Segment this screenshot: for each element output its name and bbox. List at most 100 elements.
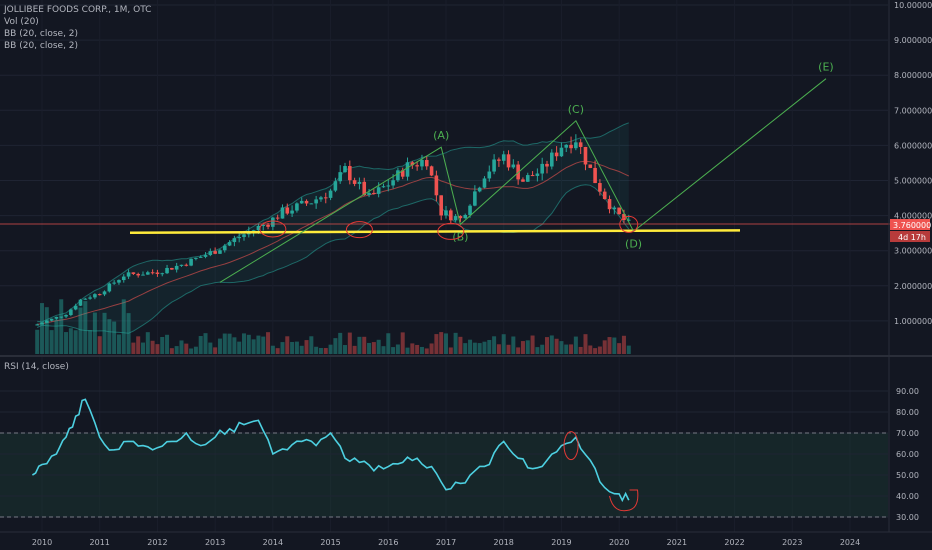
price-axis[interactable]: 1.000000 2.000000 3.000000 4.000000 5.000000… — [894, 1, 932, 326]
candle-body — [525, 175, 530, 182]
annotation-circle[interactable] — [259, 220, 287, 238]
candle-body — [449, 210, 453, 221]
candle-body — [256, 225, 261, 231]
legend-bb-2[interactable]: BB (20, close, 2) — [4, 41, 79, 51]
candle-body — [146, 272, 150, 275]
volume-bar — [256, 335, 261, 354]
candle-body — [189, 258, 193, 266]
annotation-circle[interactable] — [619, 215, 639, 233]
volume-bar — [391, 347, 396, 354]
candle-body — [420, 160, 424, 167]
candle-body — [155, 272, 160, 274]
candle-body — [170, 267, 174, 270]
annotation-circle[interactable] — [345, 221, 373, 239]
legend-bb-1[interactable]: BB (20, close, 2) — [4, 29, 79, 39]
candle-body — [415, 165, 419, 167]
volume-bar — [92, 312, 97, 354]
volume-bar — [520, 341, 525, 354]
rsi-annotation-circle[interactable] — [563, 431, 579, 461]
candle-body — [348, 166, 352, 181]
candle-body — [357, 181, 362, 184]
candle-body — [174, 265, 179, 270]
candle-body — [299, 200, 304, 204]
candle-body — [59, 316, 64, 318]
candle-body — [535, 173, 540, 176]
rsi-annotation-circle[interactable] — [609, 489, 639, 512]
rsi-axis[interactable]: 30.00 40.00 50.00 60.00 70.00 80.00 90.00 — [896, 387, 919, 522]
candle-body — [251, 230, 256, 232]
volume-bar — [525, 340, 530, 354]
time-tick-label: 2021 — [667, 538, 687, 547]
price-tick-label: 10.000000 — [894, 1, 932, 10]
candle-body — [290, 210, 294, 214]
price-tick-label: 5.000000 — [894, 177, 932, 186]
volume-bar — [444, 333, 448, 354]
annotation-circle[interactable] — [437, 222, 465, 240]
legend-rsi[interactable]: RSI (14, close) — [4, 362, 69, 372]
legend-volume[interactable]: Vol (20) — [4, 17, 39, 27]
candle-body — [463, 214, 468, 219]
elliott-wave-label: (D) — [625, 237, 642, 250]
rsi-annotation-circles[interactable] — [563, 431, 639, 512]
volume-bar — [492, 336, 497, 354]
volume-bar — [314, 346, 319, 354]
volume-bar — [189, 348, 194, 354]
price-tick-label: 9.000000 — [894, 36, 932, 45]
volume-bar — [112, 321, 117, 354]
candle-body — [218, 250, 222, 254]
candle-body — [271, 217, 275, 227]
volume-bar — [136, 336, 141, 354]
volume-bars — [35, 299, 631, 354]
candle-body — [362, 181, 367, 195]
candle-body — [275, 217, 280, 219]
candle-body — [64, 314, 68, 317]
volume-bar — [362, 336, 367, 354]
candle-body — [222, 245, 227, 251]
volume-bar — [179, 340, 184, 354]
support-trendline[interactable] — [129, 229, 741, 235]
candle-body — [473, 191, 477, 206]
volume-bar — [88, 330, 93, 354]
time-tick-label: 2015 — [320, 538, 340, 547]
rsi-tick-label: 40.00 — [896, 492, 919, 501]
candle-body — [453, 216, 458, 221]
volume-bar — [597, 346, 602, 354]
volume-bar — [371, 342, 376, 354]
volume-bar — [323, 348, 328, 354]
candle-body — [179, 264, 184, 266]
candle-body — [400, 170, 405, 177]
volume-bar — [429, 343, 434, 354]
volume-bar — [463, 343, 468, 354]
volume-bar — [184, 343, 189, 354]
time-tick-label: 2020 — [609, 538, 629, 547]
candle-body — [198, 256, 203, 258]
volume-bar — [116, 334, 121, 354]
candle-body — [343, 166, 347, 173]
candle-body — [386, 185, 391, 187]
volume-bar — [516, 347, 521, 354]
elliott-wave-label: (C) — [568, 103, 584, 116]
volume-bar — [270, 345, 275, 354]
volume-bar — [102, 312, 107, 354]
candle-body — [97, 294, 102, 296]
time-tick-label: 2017 — [436, 538, 456, 547]
volume-bar — [511, 336, 516, 354]
volume-bar — [261, 336, 266, 354]
volume-bar — [290, 341, 295, 354]
candle-body — [150, 272, 155, 274]
volume-bar — [501, 334, 506, 354]
volume-bar — [193, 346, 198, 354]
elliott-wave-path[interactable] — [219, 78, 827, 283]
volume-bar — [242, 333, 246, 354]
candle-body — [73, 305, 78, 310]
annotation-circles[interactable] — [259, 215, 639, 240]
legend-symbol[interactable]: JOLLIBEE FOODS CORP., 1M, OTC — [4, 5, 152, 15]
volume-bar — [583, 334, 588, 354]
volume-bar — [78, 307, 83, 354]
time-tick-label: 2018 — [494, 538, 514, 547]
volume-bar — [434, 334, 439, 354]
volume-bar — [174, 346, 179, 354]
time-axis[interactable]: 2010 2011 2012 2013 2014 2015 2016 2017 2018 2019… — [32, 538, 860, 547]
volume-bar — [251, 339, 256, 354]
